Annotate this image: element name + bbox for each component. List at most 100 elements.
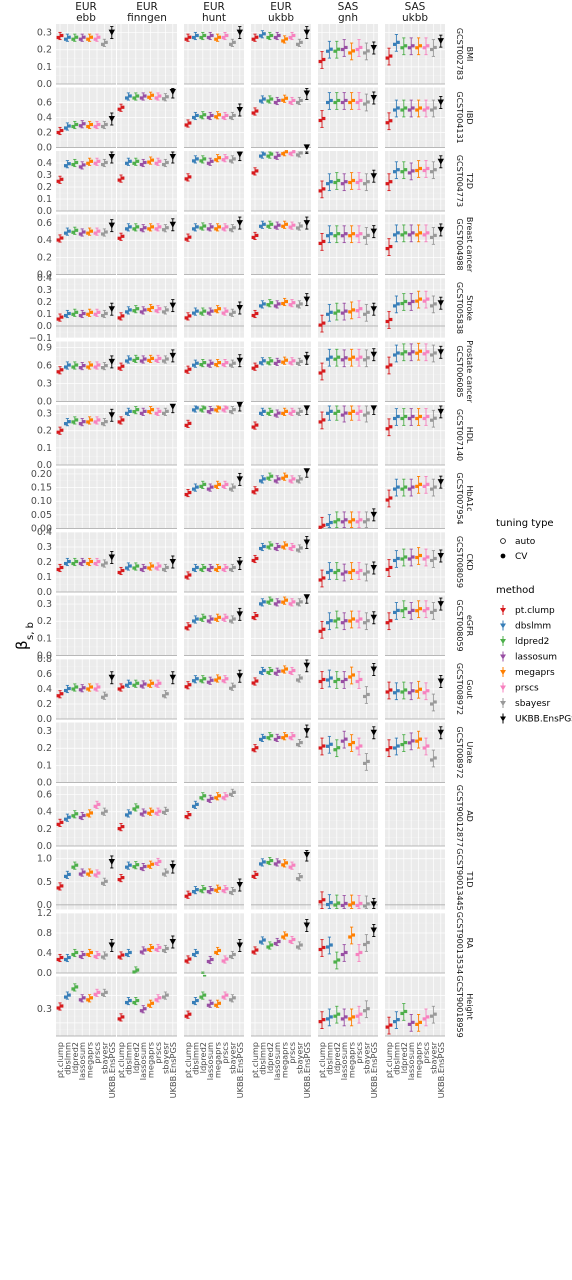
point-dbslmm xyxy=(192,111,199,121)
point-UKBB.EnsPGS xyxy=(303,659,310,673)
point-ldpred2 xyxy=(266,472,274,481)
point-lassosum xyxy=(78,33,86,42)
x-tick-lassosum: lassosum xyxy=(77,1042,87,1080)
point-UKBB.EnsPGS xyxy=(108,355,115,369)
point-prscs xyxy=(355,405,363,421)
point-pt.clump xyxy=(251,362,259,371)
point-lassosum xyxy=(78,362,86,371)
point-dbslmm xyxy=(393,1011,400,1029)
point-prscs xyxy=(154,354,162,363)
legend-item-UKBB.EnsPGS: UKBB.EnsPGS xyxy=(500,713,572,725)
point-UKBB.EnsPGS xyxy=(303,536,310,549)
point-megaprs xyxy=(348,734,355,752)
point-megaprs xyxy=(281,665,288,674)
point-sbayesr xyxy=(229,224,236,233)
row-strip-id: GCST90012877 xyxy=(455,785,464,847)
row-strip-id: GCST007954 xyxy=(455,472,464,524)
point-megaprs xyxy=(147,223,154,232)
y-tick-label: 0.2 xyxy=(37,297,52,308)
panel xyxy=(251,87,311,148)
point-ldpred2 xyxy=(400,343,408,362)
y-tick-label: 0.1 xyxy=(37,62,52,73)
point-pt.clump xyxy=(318,362,326,381)
y-tick-label: 0.4 xyxy=(37,948,52,959)
panel xyxy=(117,786,177,847)
point-lassosum xyxy=(139,306,147,315)
panel xyxy=(251,594,311,656)
row-strip-id: GCST008059 xyxy=(455,599,464,651)
x-tick-ldpred2: ldpred2 xyxy=(198,1042,208,1073)
point-sbayesr xyxy=(296,222,303,231)
point-lassosum xyxy=(340,1008,348,1027)
point-UKBB.EnsPGS xyxy=(370,348,377,362)
y-tick-label: 0.4 xyxy=(37,158,52,169)
point-UKBB.EnsPGS xyxy=(303,351,310,365)
point-ldpred2 xyxy=(71,308,79,317)
x-tick-sbayesr: sbayesr xyxy=(99,1041,109,1074)
point-UKBB.EnsPGS xyxy=(370,405,377,415)
row-strip: GCST90012877 AD xyxy=(446,785,486,847)
point-sbayesr xyxy=(363,349,370,368)
point-megaprs xyxy=(348,92,355,110)
panel xyxy=(318,658,378,720)
point-megaprs xyxy=(86,157,93,166)
row-strip-id: GCST008972 xyxy=(455,726,464,778)
point-sbayesr xyxy=(296,598,303,607)
point-dbslmm xyxy=(125,679,132,688)
point-sbayesr xyxy=(229,406,236,415)
point-pt.clump xyxy=(251,33,259,42)
row-strip-id: GCST005838 xyxy=(455,282,464,334)
point-pt.clump xyxy=(117,312,125,321)
point-sbayesr xyxy=(363,42,370,61)
point-sbayesr xyxy=(101,988,108,997)
point-megaprs xyxy=(415,160,422,178)
point-prscs xyxy=(422,476,430,494)
point-sbayesr xyxy=(430,1005,437,1024)
point-megaprs xyxy=(348,405,355,421)
legend-item-sbayesr: sbayesr xyxy=(500,698,550,709)
panel xyxy=(385,24,445,85)
y-tick-label: 0.4 xyxy=(37,235,52,246)
point-ldpred2 xyxy=(199,480,207,489)
point-sbayesr xyxy=(229,308,236,317)
point-prscs xyxy=(221,955,229,964)
point-dbslmm xyxy=(192,223,199,232)
point-ldpred2 xyxy=(199,307,207,316)
point-sbayesr xyxy=(363,93,370,112)
point-pt.clump xyxy=(184,1010,192,1019)
point-prscs xyxy=(221,111,229,121)
point-prscs xyxy=(288,407,296,416)
row-strip-trait: Height xyxy=(465,993,474,1019)
point-prscs xyxy=(422,682,430,701)
x-tick-prscs: prscs xyxy=(220,1042,230,1064)
point-megaprs xyxy=(415,680,422,699)
point-megaprs xyxy=(214,111,221,120)
point-prscs xyxy=(422,343,430,362)
point-prscs xyxy=(154,807,162,816)
panel xyxy=(385,87,445,148)
point-sbayesr xyxy=(162,93,169,102)
point-pt.clump xyxy=(251,231,259,240)
point-ldpred2 xyxy=(266,151,274,159)
y-tick-label: 0.8 xyxy=(37,928,52,939)
panel xyxy=(385,849,445,910)
point-lassosum xyxy=(139,1005,147,1014)
point-sbayesr xyxy=(229,994,236,1003)
panel xyxy=(318,151,378,212)
point-dbslmm xyxy=(125,92,132,101)
point-pt.clump xyxy=(56,366,64,375)
panel xyxy=(251,24,311,85)
point-sbayesr xyxy=(363,753,370,771)
point-sbayesr xyxy=(101,120,108,130)
point-prscs xyxy=(154,92,162,101)
point-lassosum xyxy=(206,886,214,895)
panel xyxy=(56,595,116,656)
point-sbayesr xyxy=(101,362,108,371)
point-ldpred2 xyxy=(71,810,79,819)
point-megaprs xyxy=(147,91,154,100)
point-sbayesr xyxy=(430,344,437,363)
row-strip-trait: Breast cancer xyxy=(465,217,474,273)
y-tick-label: 0.6 xyxy=(37,361,52,372)
point-ldpred2 xyxy=(199,991,207,1000)
x-tick-pt.clump: pt.clump xyxy=(250,1042,260,1078)
